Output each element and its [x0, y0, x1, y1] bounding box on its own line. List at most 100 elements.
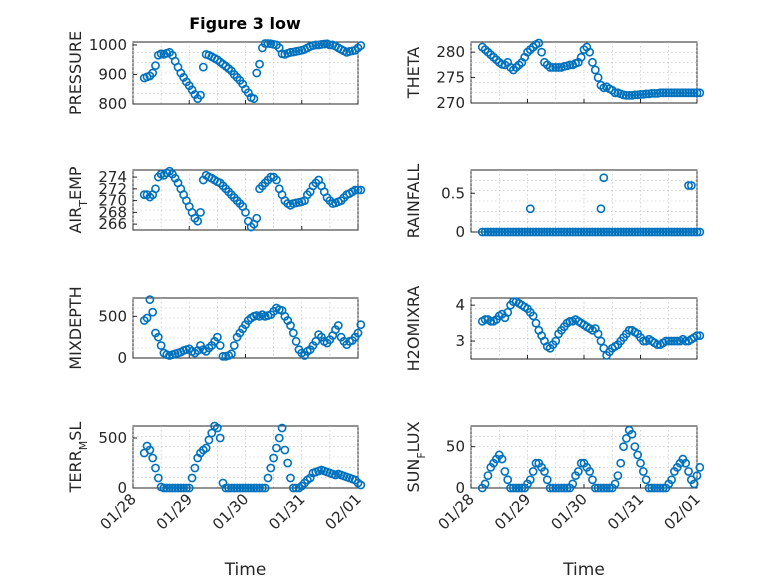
data-point-air_temp: [252, 213, 262, 223]
data-point-mixdepth: [288, 328, 298, 338]
data-point-mixdepth: [148, 307, 158, 317]
data-point-rainfall: [503, 227, 513, 237]
data-point-sun_flux: [590, 483, 600, 493]
data-point-rainfall: [588, 227, 597, 237]
data-point-pressure: [249, 94, 259, 104]
y-tick-label: 280: [436, 43, 465, 61]
data-point-rainfall: [596, 227, 606, 237]
data-point-theta: [585, 47, 595, 57]
data-point-rainfall: [540, 227, 549, 237]
data-point-sun_flux: [593, 483, 603, 493]
data-point-h2omixra: [565, 316, 575, 326]
y-tick-label: 0: [455, 223, 465, 241]
data-point-rainfall: [641, 227, 651, 237]
data-point-theta: [565, 60, 575, 70]
data-point-terrain_msl: [184, 483, 194, 493]
x-tick-label: 01/30: [209, 490, 252, 533]
data-point-rainfall: [647, 227, 657, 237]
data-point-rainfall: [559, 227, 569, 237]
data-point-sun_flux: [650, 483, 660, 493]
data-point-terrain_msl: [151, 463, 160, 473]
y-axis-label: H2OMIXRA: [404, 286, 423, 372]
data-point-sun_flux: [514, 483, 524, 493]
y-axis-label: MIXDEPTH: [66, 286, 85, 369]
data-point-sun_flux: [551, 483, 561, 493]
data-point-rainfall: [605, 227, 614, 237]
data-point-rainfall: [492, 227, 501, 237]
data-point-mixdepth: [212, 332, 222, 342]
data-point-theta: [621, 90, 631, 100]
data-point-rainfall: [686, 181, 696, 190]
data-point-h2omixra: [624, 325, 634, 335]
data-point-terrain_msl: [266, 463, 276, 473]
data-point-sun_flux: [540, 467, 549, 476]
y-tick-label: 500: [98, 307, 127, 325]
data-point-h2omixra: [551, 336, 561, 346]
y-axis-label: PRESSURE: [66, 31, 85, 115]
data-point-theta: [684, 88, 693, 98]
data-point-rainfall: [497, 227, 507, 237]
data-point-sun_flux: [528, 467, 538, 476]
data-point-sun_flux: [545, 483, 555, 493]
data-point-mixdepth: [353, 328, 363, 338]
data-point-sun_flux: [517, 483, 527, 493]
data-point-terrain_msl: [229, 483, 239, 493]
data-point-air_temp: [196, 207, 205, 217]
data-point-terrain_msl: [356, 480, 366, 490]
data-point-sun_flux: [503, 475, 513, 485]
data-point-pressure: [196, 90, 205, 100]
data-point-h2omixra: [508, 297, 518, 306]
data-point-air_temp: [353, 185, 363, 195]
data-point-theta: [551, 63, 561, 72]
data-point-theta: [686, 88, 696, 98]
data-point-rainfall: [667, 227, 676, 237]
data-point-terrain_msl: [269, 453, 279, 463]
data-point-rainfall: [494, 227, 504, 237]
data-point-terrain_msl: [255, 483, 264, 493]
data-point-terrain_msl: [263, 473, 273, 483]
data-point-rainfall: [562, 227, 572, 237]
data-point-h2omixra: [672, 336, 682, 346]
data-point-terrain_msl: [280, 445, 290, 455]
data-point-terrain_msl: [241, 483, 250, 493]
data-point-rainfall: [624, 227, 634, 237]
data-point-sun_flux: [633, 450, 643, 460]
x-tick-label: 01/31: [265, 490, 308, 533]
data-point-rainfall: [602, 227, 611, 237]
data-point-theta: [650, 88, 660, 98]
data-point-rainfall: [585, 227, 595, 237]
data-point-sun_flux: [557, 483, 566, 493]
data-point-air_temp: [151, 184, 160, 194]
data-point-rainfall: [486, 227, 496, 237]
y-tick-label: 900: [98, 65, 127, 83]
data-point-rainfall: [557, 227, 566, 237]
data-point-theta: [534, 38, 544, 48]
data-point-terrain_msl: [286, 473, 295, 483]
panel-h2omixra: 3 4 H2OMIXRA: [404, 286, 705, 372]
data-point-rainfall: [613, 227, 623, 237]
data-point-rainfall: [664, 227, 674, 237]
data-point-terrain_msl: [167, 483, 177, 493]
data-point-theta: [624, 90, 634, 100]
data-point-terrain_msl: [182, 483, 191, 493]
data-point-mixdepth: [333, 321, 343, 330]
data-point-rainfall: [531, 227, 541, 237]
data-point-theta: [664, 88, 674, 98]
data-point-rainfall: [514, 227, 524, 237]
y-tick-label: 1000: [89, 36, 127, 54]
data-point-theta: [647, 88, 657, 98]
data-point-rainfall: [675, 227, 685, 237]
data-point-rainfall: [483, 227, 493, 237]
data-point-pressure: [151, 61, 160, 71]
y-tick-label: 800: [98, 95, 127, 113]
data-point-pressure: [325, 40, 335, 50]
data-point-mixdepth: [153, 332, 163, 342]
data-point-terrain_msl: [283, 458, 293, 468]
data-point-terrain_msl: [260, 483, 270, 493]
data-point-pressure: [252, 68, 262, 78]
data-point-terrain_msl: [272, 443, 281, 453]
y-tick-label: 270: [436, 94, 465, 112]
data-point-rainfall: [576, 227, 586, 237]
data-point-sun_flux: [483, 471, 493, 480]
